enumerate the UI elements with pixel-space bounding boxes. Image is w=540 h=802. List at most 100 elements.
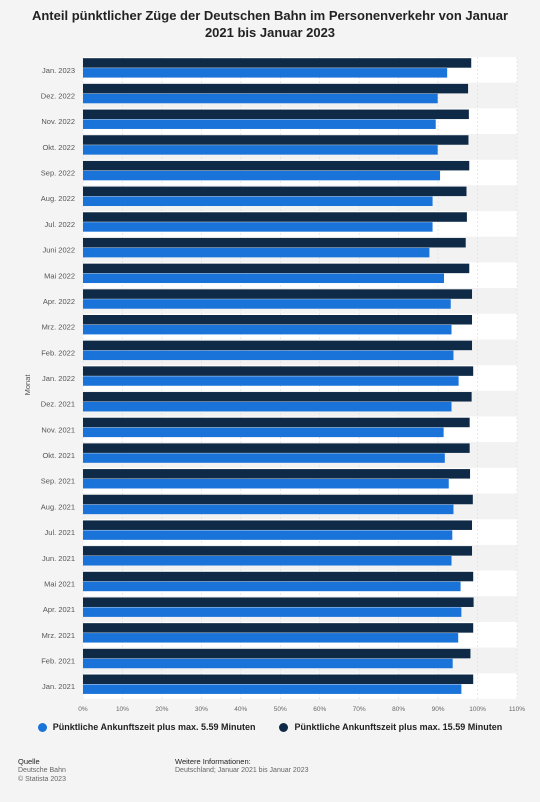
bar-series-1[interactable] <box>83 119 436 129</box>
y-tick-label: Jul. 2021 <box>45 528 75 537</box>
y-tick-label: Feb. 2021 <box>41 656 75 665</box>
bar-series-1[interactable] <box>83 196 433 207</box>
y-tick-label: Aug. 2021 <box>41 502 75 511</box>
bar-series-2[interactable] <box>83 58 472 68</box>
x-tick-label: 100% <box>469 706 486 713</box>
bar-series-2[interactable] <box>83 546 473 556</box>
x-tick-label: 40% <box>234 706 247 713</box>
bar-series-1[interactable] <box>83 684 462 694</box>
bar-series-1[interactable] <box>83 453 445 463</box>
y-tick-label: Nov. 2022 <box>41 117 75 126</box>
bar-series-1[interactable] <box>83 658 453 669</box>
legend: Pünktliche Ankunftszeit plus max. 5.59 M… <box>0 722 540 732</box>
bar-series-1[interactable] <box>83 401 452 412</box>
y-tick-label: Jun. 2021 <box>42 554 75 563</box>
info-heading: Weitere Informationen: <box>175 757 251 766</box>
bar-series-2[interactable] <box>83 109 469 120</box>
bar-series-2[interactable] <box>83 674 474 685</box>
bar-series-1[interactable] <box>83 145 438 155</box>
bar-series-2[interactable] <box>83 366 474 376</box>
y-tick-label: Jan. 2022 <box>42 374 75 383</box>
y-tick-label: Mrz. 2022 <box>42 323 75 332</box>
x-tick-label: 110% <box>509 706 525 713</box>
bar-series-1[interactable] <box>83 427 444 438</box>
bar-series-2[interactable] <box>83 237 466 248</box>
bar-series-1[interactable] <box>83 324 452 335</box>
bar-series-1[interactable] <box>83 478 449 489</box>
bar-series-2[interactable] <box>83 417 470 428</box>
x-tick-label: 30% <box>195 706 208 713</box>
y-tick-label: Apr. 2022 <box>43 297 75 306</box>
bar-series-1[interactable] <box>83 607 462 617</box>
x-tick-label: 90% <box>432 706 445 713</box>
bar-series-1[interactable] <box>83 273 445 284</box>
bar-series-2[interactable] <box>83 571 474 582</box>
y-tick-label: Sep. 2022 <box>41 169 75 178</box>
x-tick-label: 60% <box>313 706 326 713</box>
bar-series-2[interactable] <box>83 289 473 299</box>
bar-series-2[interactable] <box>83 392 472 402</box>
bar-series-1[interactable] <box>83 530 453 540</box>
bar-series-2[interactable] <box>83 186 467 197</box>
bar-series-1[interactable] <box>83 299 451 309</box>
y-tick-label: Sep. 2021 <box>41 477 75 486</box>
y-tick-label: Dez. 2022 <box>41 92 75 101</box>
y-tick-label: Nov. 2021 <box>41 425 75 434</box>
bar-series-1[interactable] <box>83 93 438 104</box>
bar-series-1[interactable] <box>83 247 430 258</box>
y-tick-label: Jul. 2022 <box>45 220 75 229</box>
bar-series-2[interactable] <box>83 469 471 479</box>
bar-series-2[interactable] <box>83 340 473 351</box>
y-tick-label: Feb. 2022 <box>41 348 75 357</box>
bar-series-2[interactable] <box>83 212 467 222</box>
bar-series-1[interactable] <box>83 170 441 181</box>
info-text: Deutschland; Januar 2021 bis Januar 2023 <box>175 767 309 774</box>
y-tick-label: Okt. 2022 <box>42 143 75 152</box>
y-tick-label: Mrz. 2021 <box>42 631 75 640</box>
bar-series-2[interactable] <box>83 443 470 453</box>
bar-series-1[interactable] <box>83 350 454 361</box>
bar-series-2[interactable] <box>83 494 473 505</box>
bar-series-2[interactable] <box>83 520 473 530</box>
bar-series-1[interactable] <box>83 556 452 566</box>
legend-label-series-2: Pünktliche Ankunftszeit plus max. 15.59 … <box>294 722 503 732</box>
y-tick-label: Aug. 2022 <box>41 194 75 203</box>
source-heading: Quelle <box>18 757 40 766</box>
bar-series-2[interactable] <box>83 315 473 325</box>
info-block: Weitere Informationen: Deutschland; Janu… <box>175 757 308 775</box>
x-tick-label: 80% <box>392 706 405 713</box>
x-tick-label: 10% <box>116 706 129 713</box>
bar-series-2[interactable] <box>83 263 470 274</box>
legend-item-series-2[interactable]: Pünktliche Ankunftszeit plus max. 15.59 … <box>279 722 502 732</box>
source-name[interactable]: Deutsche Bahn <box>18 767 66 774</box>
y-tick-label: Jan. 2021 <box>42 682 75 691</box>
y-tick-label: Apr. 2021 <box>43 605 75 614</box>
y-tick-label: Okt. 2021 <box>42 451 75 460</box>
y-tick-label: Mai 2022 <box>44 271 75 280</box>
y-axis-title: Monat <box>23 374 32 396</box>
copyright[interactable]: © Statista 2023 <box>18 776 66 783</box>
y-tick-label: Dez. 2021 <box>41 400 75 409</box>
chart-title: Anteil pünktlicher Züge der Deutschen Ba… <box>31 8 509 40</box>
y-tick-label: Jan. 2023 <box>42 66 75 75</box>
bar-series-2[interactable] <box>83 83 469 94</box>
bar-series-2[interactable] <box>83 160 470 171</box>
x-tick-label: 50% <box>274 706 287 713</box>
bar-series-1[interactable] <box>83 222 433 232</box>
bar-series-1[interactable] <box>83 376 459 386</box>
bar-series-2[interactable] <box>83 623 474 633</box>
bar-series-2[interactable] <box>83 135 469 145</box>
x-tick-label: 20% <box>155 706 168 713</box>
bar-series-1[interactable] <box>83 633 459 643</box>
legend-marker-series-1 <box>37 722 47 732</box>
bar-series-1[interactable] <box>83 581 461 592</box>
source-block: Quelle Deutsche Bahn © Statista 2023 <box>18 757 66 784</box>
bar-series-1[interactable] <box>83 504 454 515</box>
bar-series-1[interactable] <box>83 68 448 78</box>
legend-item-series-1[interactable]: Pünktliche Ankunftszeit plus max. 5.59 M… <box>37 722 255 732</box>
bar-series-2[interactable] <box>83 648 471 659</box>
bar-series-2[interactable] <box>83 597 474 607</box>
legend-marker-series-2 <box>279 722 289 732</box>
x-tick-label: 0% <box>78 706 88 713</box>
